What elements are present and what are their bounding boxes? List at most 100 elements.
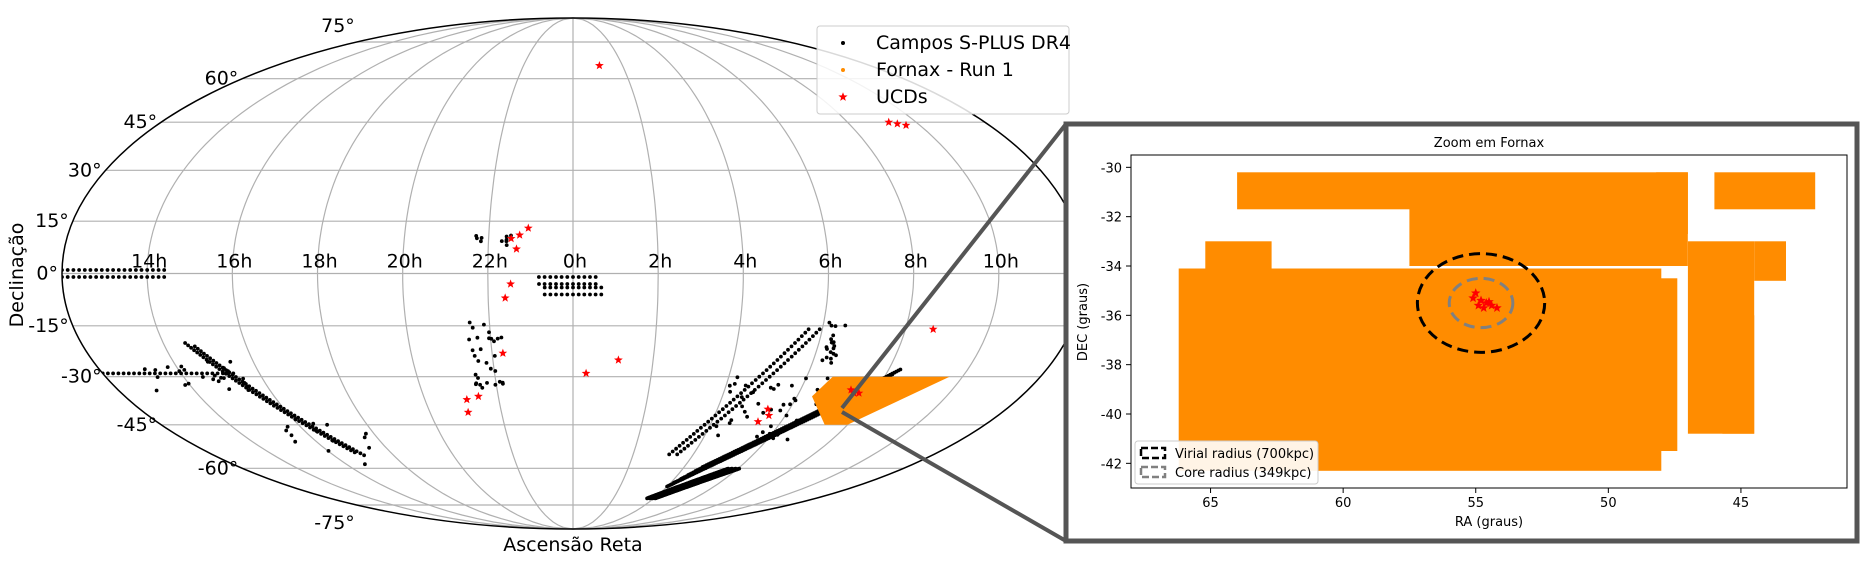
field-dot (776, 382, 781, 387)
ra-tick-label: 8h (904, 251, 928, 273)
field-dot (548, 292, 553, 297)
field-dot (790, 383, 794, 388)
field-dot (158, 371, 163, 376)
field-dot (467, 320, 472, 325)
field-dot (699, 425, 703, 430)
ra-tick-label: 10h (983, 251, 1019, 273)
field-dot (94, 268, 98, 272)
field-dot (713, 413, 718, 418)
field-dot (341, 444, 346, 449)
field-dot (582, 275, 587, 279)
zoom-inset: Zoom em Fornax 65 60 55 50 45 -30-32-34-36-3… (1063, 121, 1860, 544)
field-dot (358, 451, 363, 456)
field-dot (237, 381, 242, 385)
field-dot (194, 371, 199, 376)
field-dot (475, 236, 479, 241)
field-dot (757, 374, 762, 379)
field-dot (237, 377, 242, 382)
field-dot (786, 358, 790, 362)
field-dot (720, 407, 725, 412)
core-radius-circle (1447, 276, 1515, 330)
field-dot (559, 282, 564, 286)
field-dot (738, 400, 742, 405)
field-dot (265, 399, 269, 404)
field-dot (778, 364, 783, 369)
field-dot (254, 388, 258, 393)
field-dot (362, 453, 366, 458)
field-dot (151, 275, 155, 279)
field-dot (217, 363, 222, 368)
field-dot (764, 368, 769, 372)
field-dot (222, 376, 226, 380)
field-dot (224, 368, 229, 372)
ucd-marker (462, 395, 472, 404)
field-dot (739, 391, 743, 395)
zoom-y-ticks: -30 -32 -34 -36 -38 -40 -42 (1101, 161, 1131, 472)
field-dot (139, 275, 144, 279)
y-tick-label: -40 (1101, 408, 1122, 423)
ucd-marker (846, 385, 856, 394)
dec-tick-label: 15° (35, 210, 69, 232)
field-dot (485, 381, 489, 385)
field-dot (789, 344, 794, 349)
field-dot (667, 452, 672, 457)
field-dot (286, 412, 291, 417)
field-dot (806, 327, 811, 332)
field-dot (153, 371, 157, 376)
field-dot (829, 337, 833, 342)
field-dot (234, 378, 238, 383)
field-dot (739, 395, 744, 399)
field-dot (62, 268, 64, 272)
field-dot (890, 372, 895, 377)
field-dot (192, 344, 197, 349)
field-dot (198, 353, 203, 357)
field-dot (484, 361, 489, 365)
fornax-field-block (1237, 172, 1410, 210)
field-dot (745, 394, 750, 399)
field-dot (829, 361, 834, 365)
field-dot (730, 407, 735, 412)
field-dot (788, 402, 792, 407)
field-dot (319, 432, 323, 436)
field-dot (576, 275, 581, 279)
field-dot (497, 379, 502, 384)
field-dot (695, 429, 700, 433)
field-dot (156, 268, 161, 272)
field-dot (775, 368, 779, 372)
field-dot (548, 275, 553, 279)
field-dot (571, 282, 575, 286)
field-dot (65, 268, 70, 272)
field-dot (151, 268, 155, 272)
field-dot (554, 292, 558, 297)
dec-tick-label: 30° (68, 159, 102, 181)
field-dot (77, 268, 81, 272)
field-dot (165, 365, 170, 369)
field-dot (308, 425, 312, 430)
field-dot (542, 282, 547, 286)
field-dot (781, 402, 786, 407)
ucd-marker (764, 410, 774, 420)
field-dot (730, 466, 734, 471)
field-dot (261, 397, 266, 401)
dec-tick-label: -15° (28, 315, 69, 337)
field-dot (62, 275, 64, 279)
ra-tick-label: 18h (301, 251, 337, 273)
field-dot (796, 347, 801, 352)
field-dot (254, 392, 259, 397)
field-dot (71, 275, 76, 279)
field-dot (576, 285, 581, 290)
field-dot (717, 410, 721, 415)
field-dot (820, 358, 825, 363)
field-dot (716, 433, 720, 438)
field-dot (251, 390, 255, 395)
field-dot (814, 330, 819, 335)
field-dot (593, 275, 598, 279)
field-dot (675, 452, 680, 457)
field-dot (753, 378, 758, 382)
field-dot (241, 376, 246, 381)
field-dot (65, 275, 70, 279)
field-dot (116, 371, 121, 376)
field-dot (94, 275, 98, 279)
field-dot (189, 345, 194, 350)
field-dot (128, 275, 133, 279)
